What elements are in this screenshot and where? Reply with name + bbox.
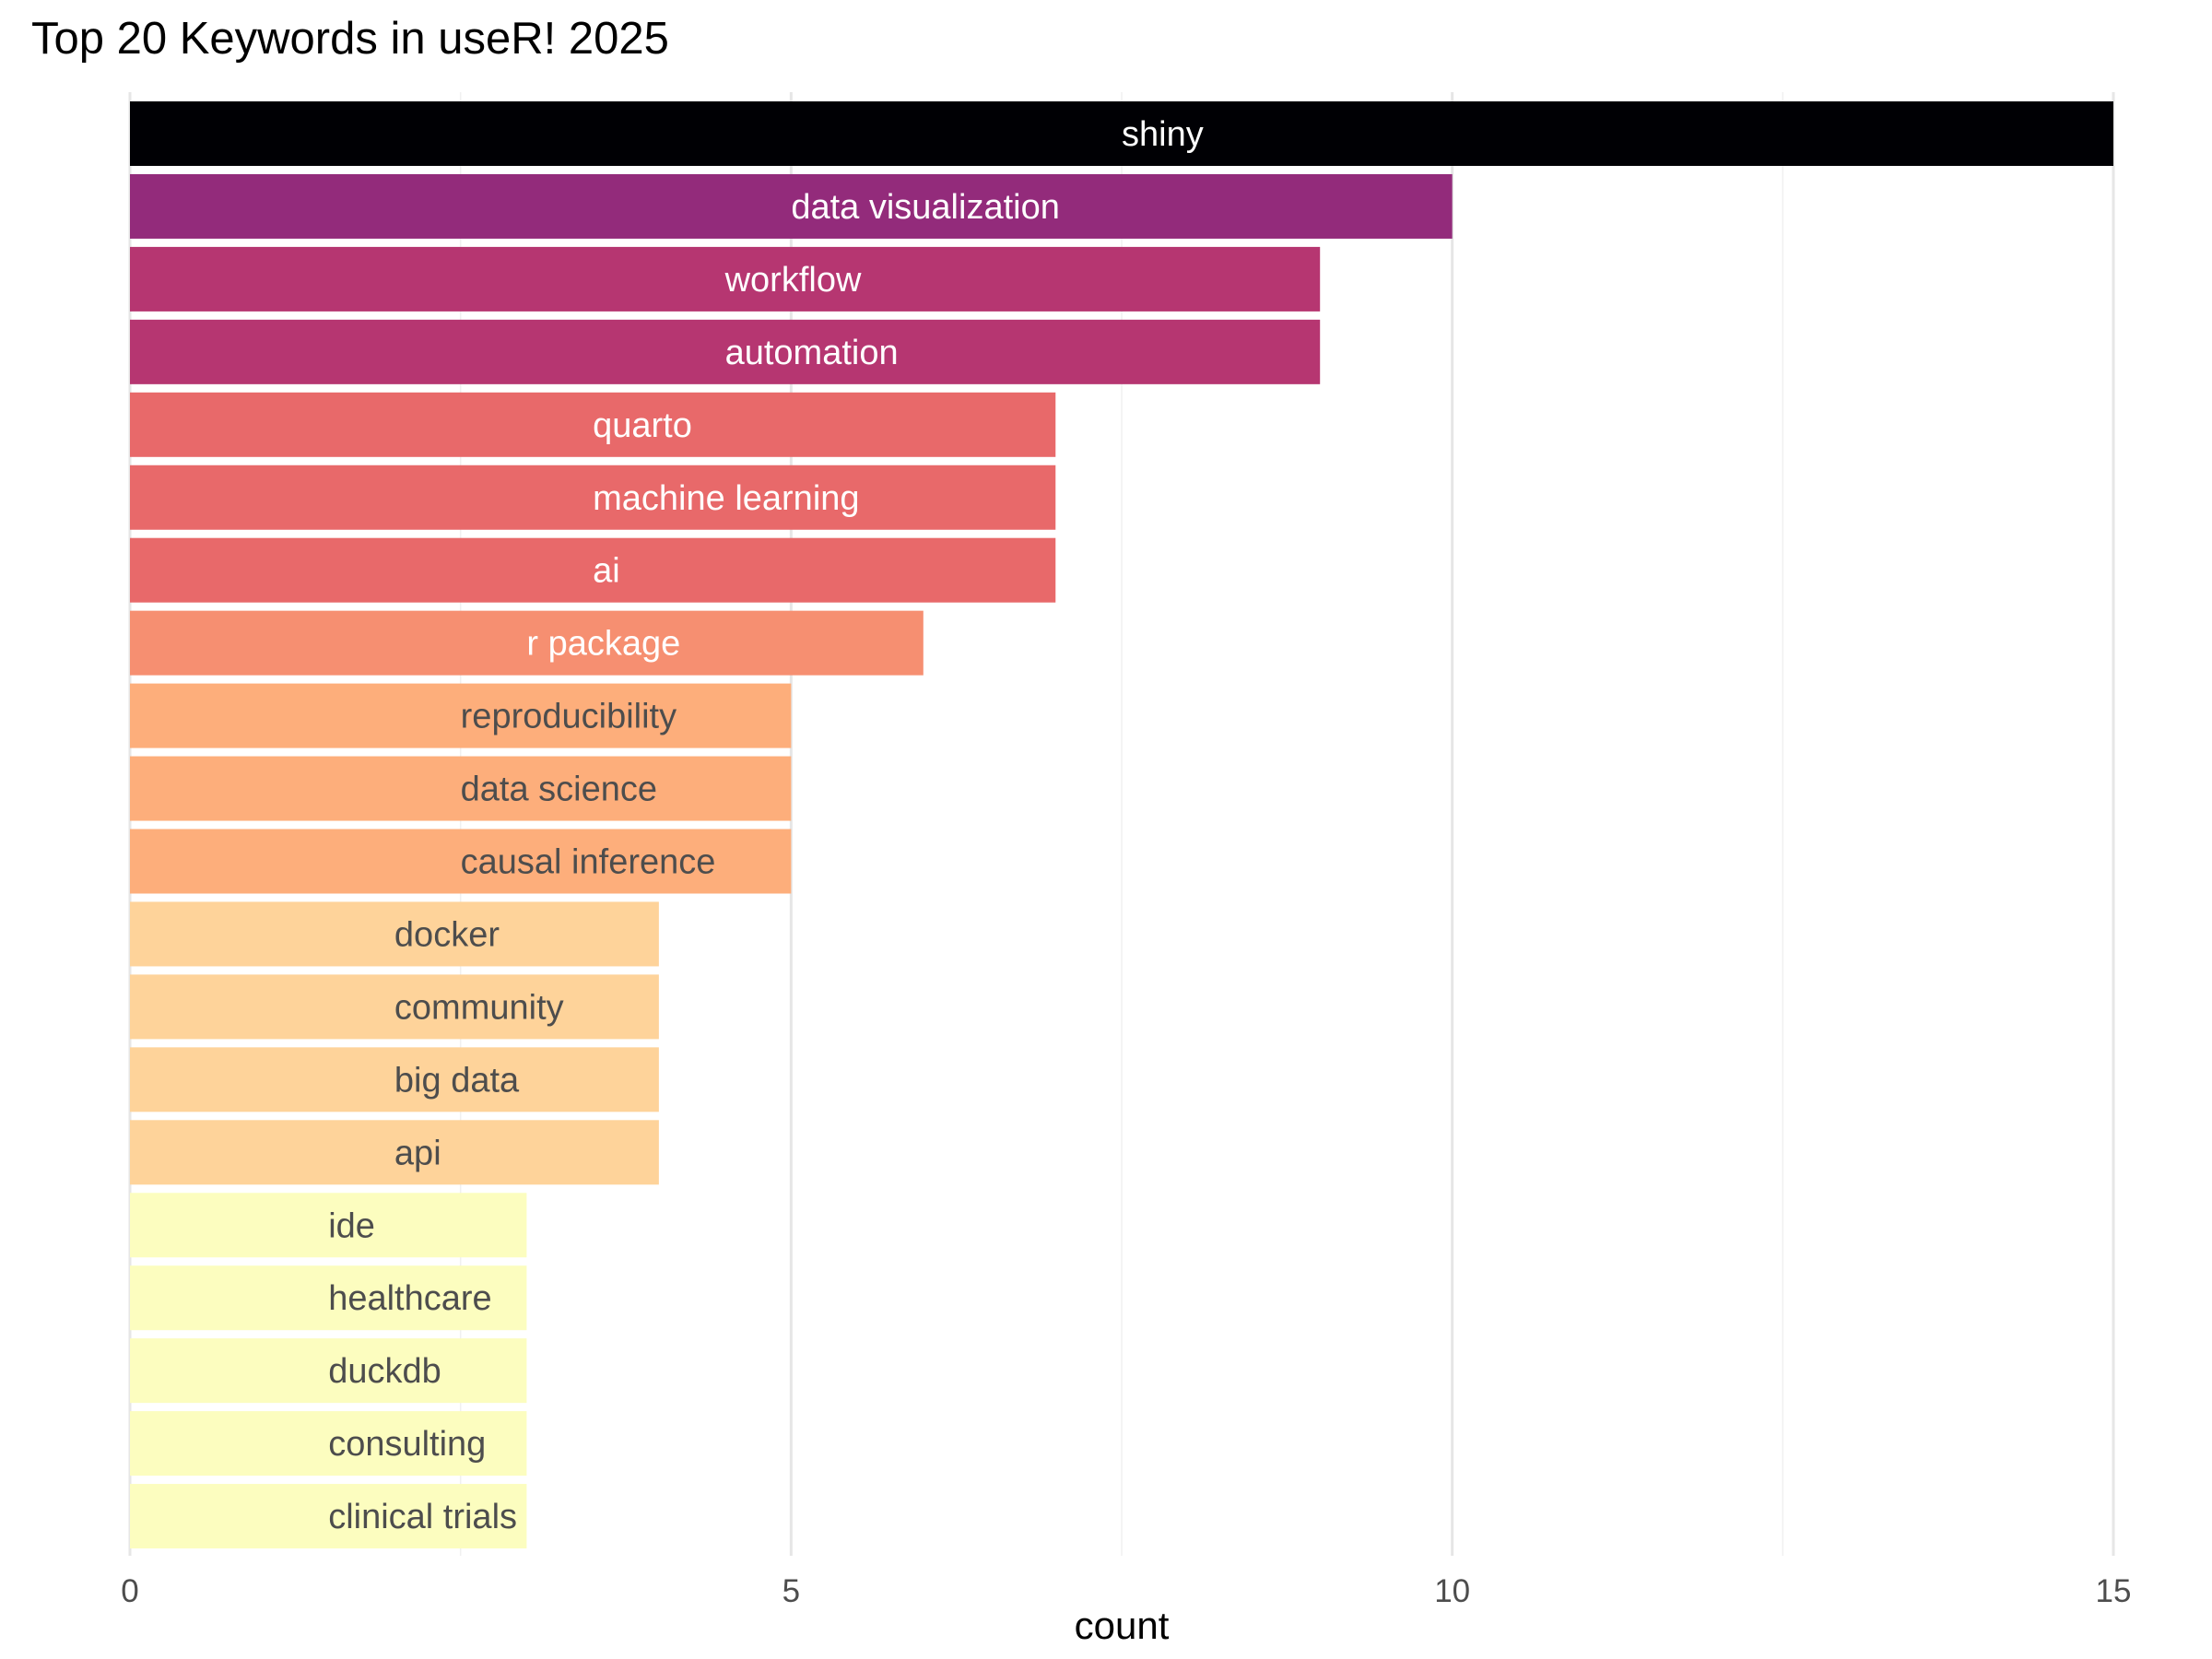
bar-healthcare (130, 1265, 527, 1331)
bar-label: shiny (1122, 115, 1204, 154)
bars (130, 101, 2113, 1549)
bar-big-data (130, 1047, 659, 1112)
bar-label: api (394, 1134, 441, 1172)
x-tick-label: 5 (782, 1573, 800, 1609)
x-axis-title: count (1075, 1604, 1170, 1647)
bar-causal-inference (130, 829, 792, 894)
bar-workflow (130, 246, 1321, 312)
bar-clinical-trials (130, 1484, 527, 1549)
bar-label: data science (461, 771, 657, 809)
chart-title: Top 20 Keywords in useR! 2025 (31, 14, 669, 64)
x-axis: 0 5 10 15 (121, 1573, 2131, 1609)
bar-label: community (394, 988, 564, 1027)
bar-data-visualization (130, 173, 1453, 239)
bar-docker (130, 901, 659, 967)
bar-community (130, 974, 659, 1040)
bar-labels: shiny data visualization workflow automatio… (328, 115, 1204, 1536)
bar-label: duckdb (328, 1352, 441, 1391)
bar-label: reproducibility (461, 698, 677, 736)
bar-automation (130, 319, 1321, 384)
x-tick-label: 15 (2096, 1573, 2132, 1609)
x-tick-label: 0 (121, 1573, 138, 1609)
bar-label: quarto (593, 406, 692, 445)
bar-duckdb (130, 1338, 527, 1404)
x-tick-label: 10 (1434, 1573, 1470, 1609)
bar-label: consulting (328, 1425, 486, 1464)
bar-api (130, 1120, 659, 1185)
bar-label: automation (725, 334, 899, 372)
bar-label: big data (394, 1061, 520, 1100)
bar-label: data visualization (791, 188, 1060, 227)
bar-ide (130, 1193, 527, 1258)
bar-data-science (130, 756, 792, 821)
bar-ai (130, 537, 1056, 603)
bar-label: machine learning (593, 479, 859, 518)
bar-label: workflow (724, 261, 862, 300)
bar-label: r package (526, 625, 680, 664)
bar-label: ai (593, 552, 620, 591)
bar-label: docker (394, 915, 500, 954)
bar-quarto (130, 392, 1056, 457)
bar-consulting (130, 1411, 527, 1477)
bar-reproducibility (130, 683, 792, 748)
bar-label: healthcare (328, 1279, 491, 1318)
bar-label: ide (328, 1206, 375, 1245)
bar-shiny (130, 101, 2113, 166)
bar-machine-learning (130, 465, 1056, 530)
bar-label: clinical trials (328, 1498, 517, 1536)
grid-lines (128, 92, 2115, 1556)
bar-label: causal inference (461, 843, 716, 882)
bar-r-package (130, 610, 924, 676)
